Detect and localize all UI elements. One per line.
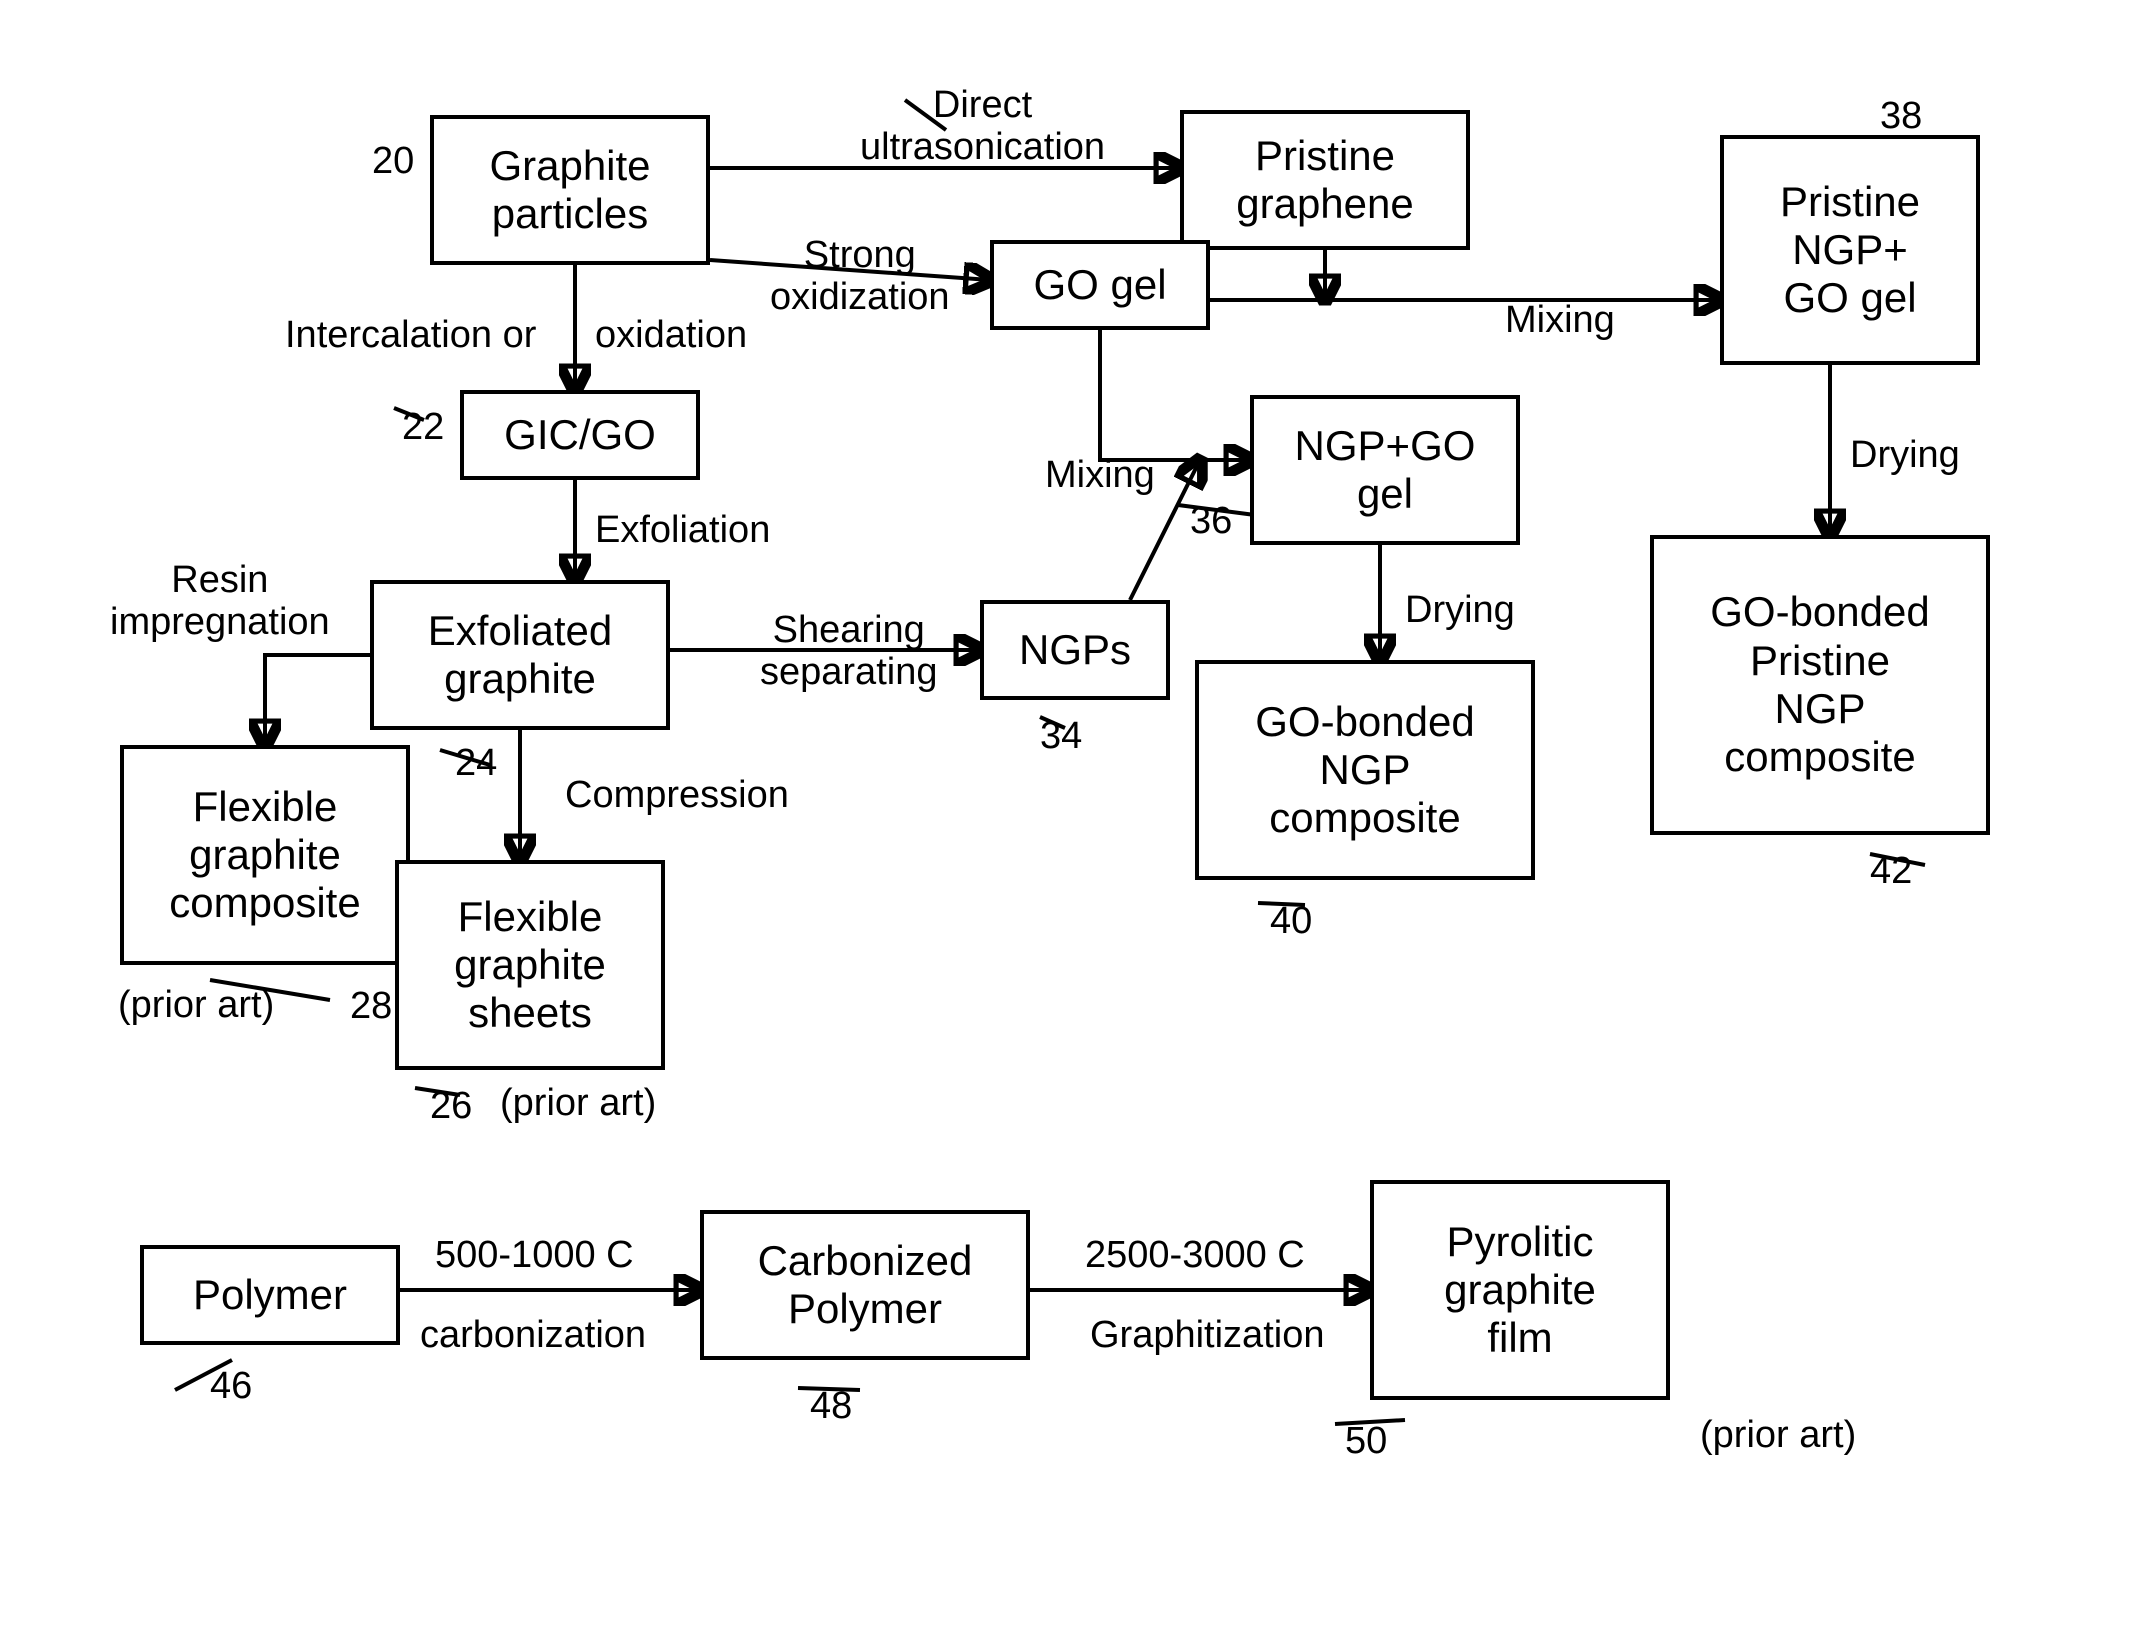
edge-go_gel-ngp_go_gel (1100, 330, 1250, 460)
node-text: NGP+GO gel (1295, 422, 1476, 519)
node-text: Exfoliated graphite (428, 607, 612, 704)
ref-number: 50 (1345, 1420, 1387, 1463)
node-text: Graphite particles (489, 142, 650, 239)
ref-number: 26 (430, 1085, 472, 1128)
node-text: GO-bonded Pristine NGP composite (1710, 588, 1929, 781)
ref-number: 40 (1270, 900, 1312, 943)
node-text: Flexible graphite sheets (454, 893, 606, 1038)
ref-number: 38 (1880, 95, 1922, 138)
edge-label-lbl_prior2: (prior art) (500, 1083, 656, 1125)
node-flex_sheets: Flexible graphite sheets (395, 860, 665, 1070)
edge-label-lbl_compress: Compression (565, 775, 789, 817)
edge-label-lbl_intercal: Intercalation or (285, 315, 536, 357)
edge-label-lbl_drying1: Drying (1850, 435, 1960, 477)
ref-number: 24 (455, 742, 497, 785)
node-graphite: Graphite particles (430, 115, 710, 265)
edge-label-lbl_oxid: oxidation (595, 315, 747, 357)
node-text: Carbonized Polymer (758, 1237, 973, 1334)
edge-label-lbl_drying2: Drying (1405, 590, 1515, 632)
node-flex_composite: Flexible graphite composite (120, 745, 410, 965)
node-polymer: Polymer (140, 1245, 400, 1345)
node-exfoliated: Exfoliated graphite (370, 580, 670, 730)
edge-label-lbl_2500: 2500-3000 C (1085, 1235, 1305, 1277)
node-pristine_graphene: Pristine graphene (1180, 110, 1470, 250)
ref-number: 28 (350, 985, 392, 1028)
node-gic_go: GIC/GO (460, 390, 700, 480)
node-go_gel: GO gel (990, 240, 1210, 330)
node-go_bonded_pristine: GO-bonded Pristine NGP composite (1650, 535, 1990, 835)
node-text: GO gel (1033, 261, 1166, 309)
edge-label-lbl_shear: Shearing separating (760, 610, 937, 694)
edge-exfoliated-flex_composite (265, 655, 370, 745)
node-ngps: NGPs (980, 600, 1170, 700)
edge-label-lbl_prior1: (prior art) (118, 985, 274, 1027)
node-text: Pyrolitic graphite film (1444, 1218, 1596, 1363)
edge-label-lbl_resin: Resin impregnation (110, 560, 330, 644)
ref-number: 36 (1190, 500, 1232, 543)
edge-label-lbl_mixing2: Mixing (1045, 455, 1155, 497)
edge-label-lbl_exfol: Exfoliation (595, 510, 770, 552)
edge-label-lbl_carbon: carbonization (420, 1315, 646, 1357)
node-text: GO-bonded NGP composite (1255, 698, 1474, 843)
ref-number: 20 (372, 140, 414, 183)
node-ngp_go_gel: NGP+GO gel (1250, 395, 1520, 545)
edge-label-lbl_500: 500-1000 C (435, 1235, 634, 1277)
edge-label-lbl_graphit: Graphitization (1090, 1315, 1324, 1357)
node-pyrolitic: Pyrolitic graphite film (1370, 1180, 1670, 1400)
node-go_bonded_ngp: GO-bonded NGP composite (1195, 660, 1535, 880)
ref-number: 46 (210, 1365, 252, 1408)
node-text: GIC/GO (504, 411, 656, 459)
edge-label-lbl_mixing1: Mixing (1505, 300, 1615, 342)
node-text: Pristine NGP+ GO gel (1780, 178, 1920, 323)
edge-label-lbl_prior3: (prior art) (1700, 1415, 1856, 1457)
ref-number: 48 (810, 1385, 852, 1428)
node-carbonized: Carbonized Polymer (700, 1210, 1030, 1360)
node-text: NGPs (1019, 626, 1131, 674)
edge-label-lbl_strongox: Strong oxidization (770, 235, 950, 319)
edge-label-lbl_ultra: Direct ultrasonication (860, 85, 1105, 169)
node-pristine_ngp_go: Pristine NGP+ GO gel (1720, 135, 1980, 365)
flowchart-canvas: Graphite particles 20 Pristine graphene GO … (0, 0, 2155, 1646)
ref-number: 34 (1040, 715, 1082, 758)
ref-number: 22 (402, 406, 444, 449)
ref-number: 42 (1870, 850, 1912, 893)
node-text: Pristine graphene (1236, 132, 1414, 229)
node-text: Polymer (193, 1271, 347, 1319)
node-text: Flexible graphite composite (169, 783, 360, 928)
